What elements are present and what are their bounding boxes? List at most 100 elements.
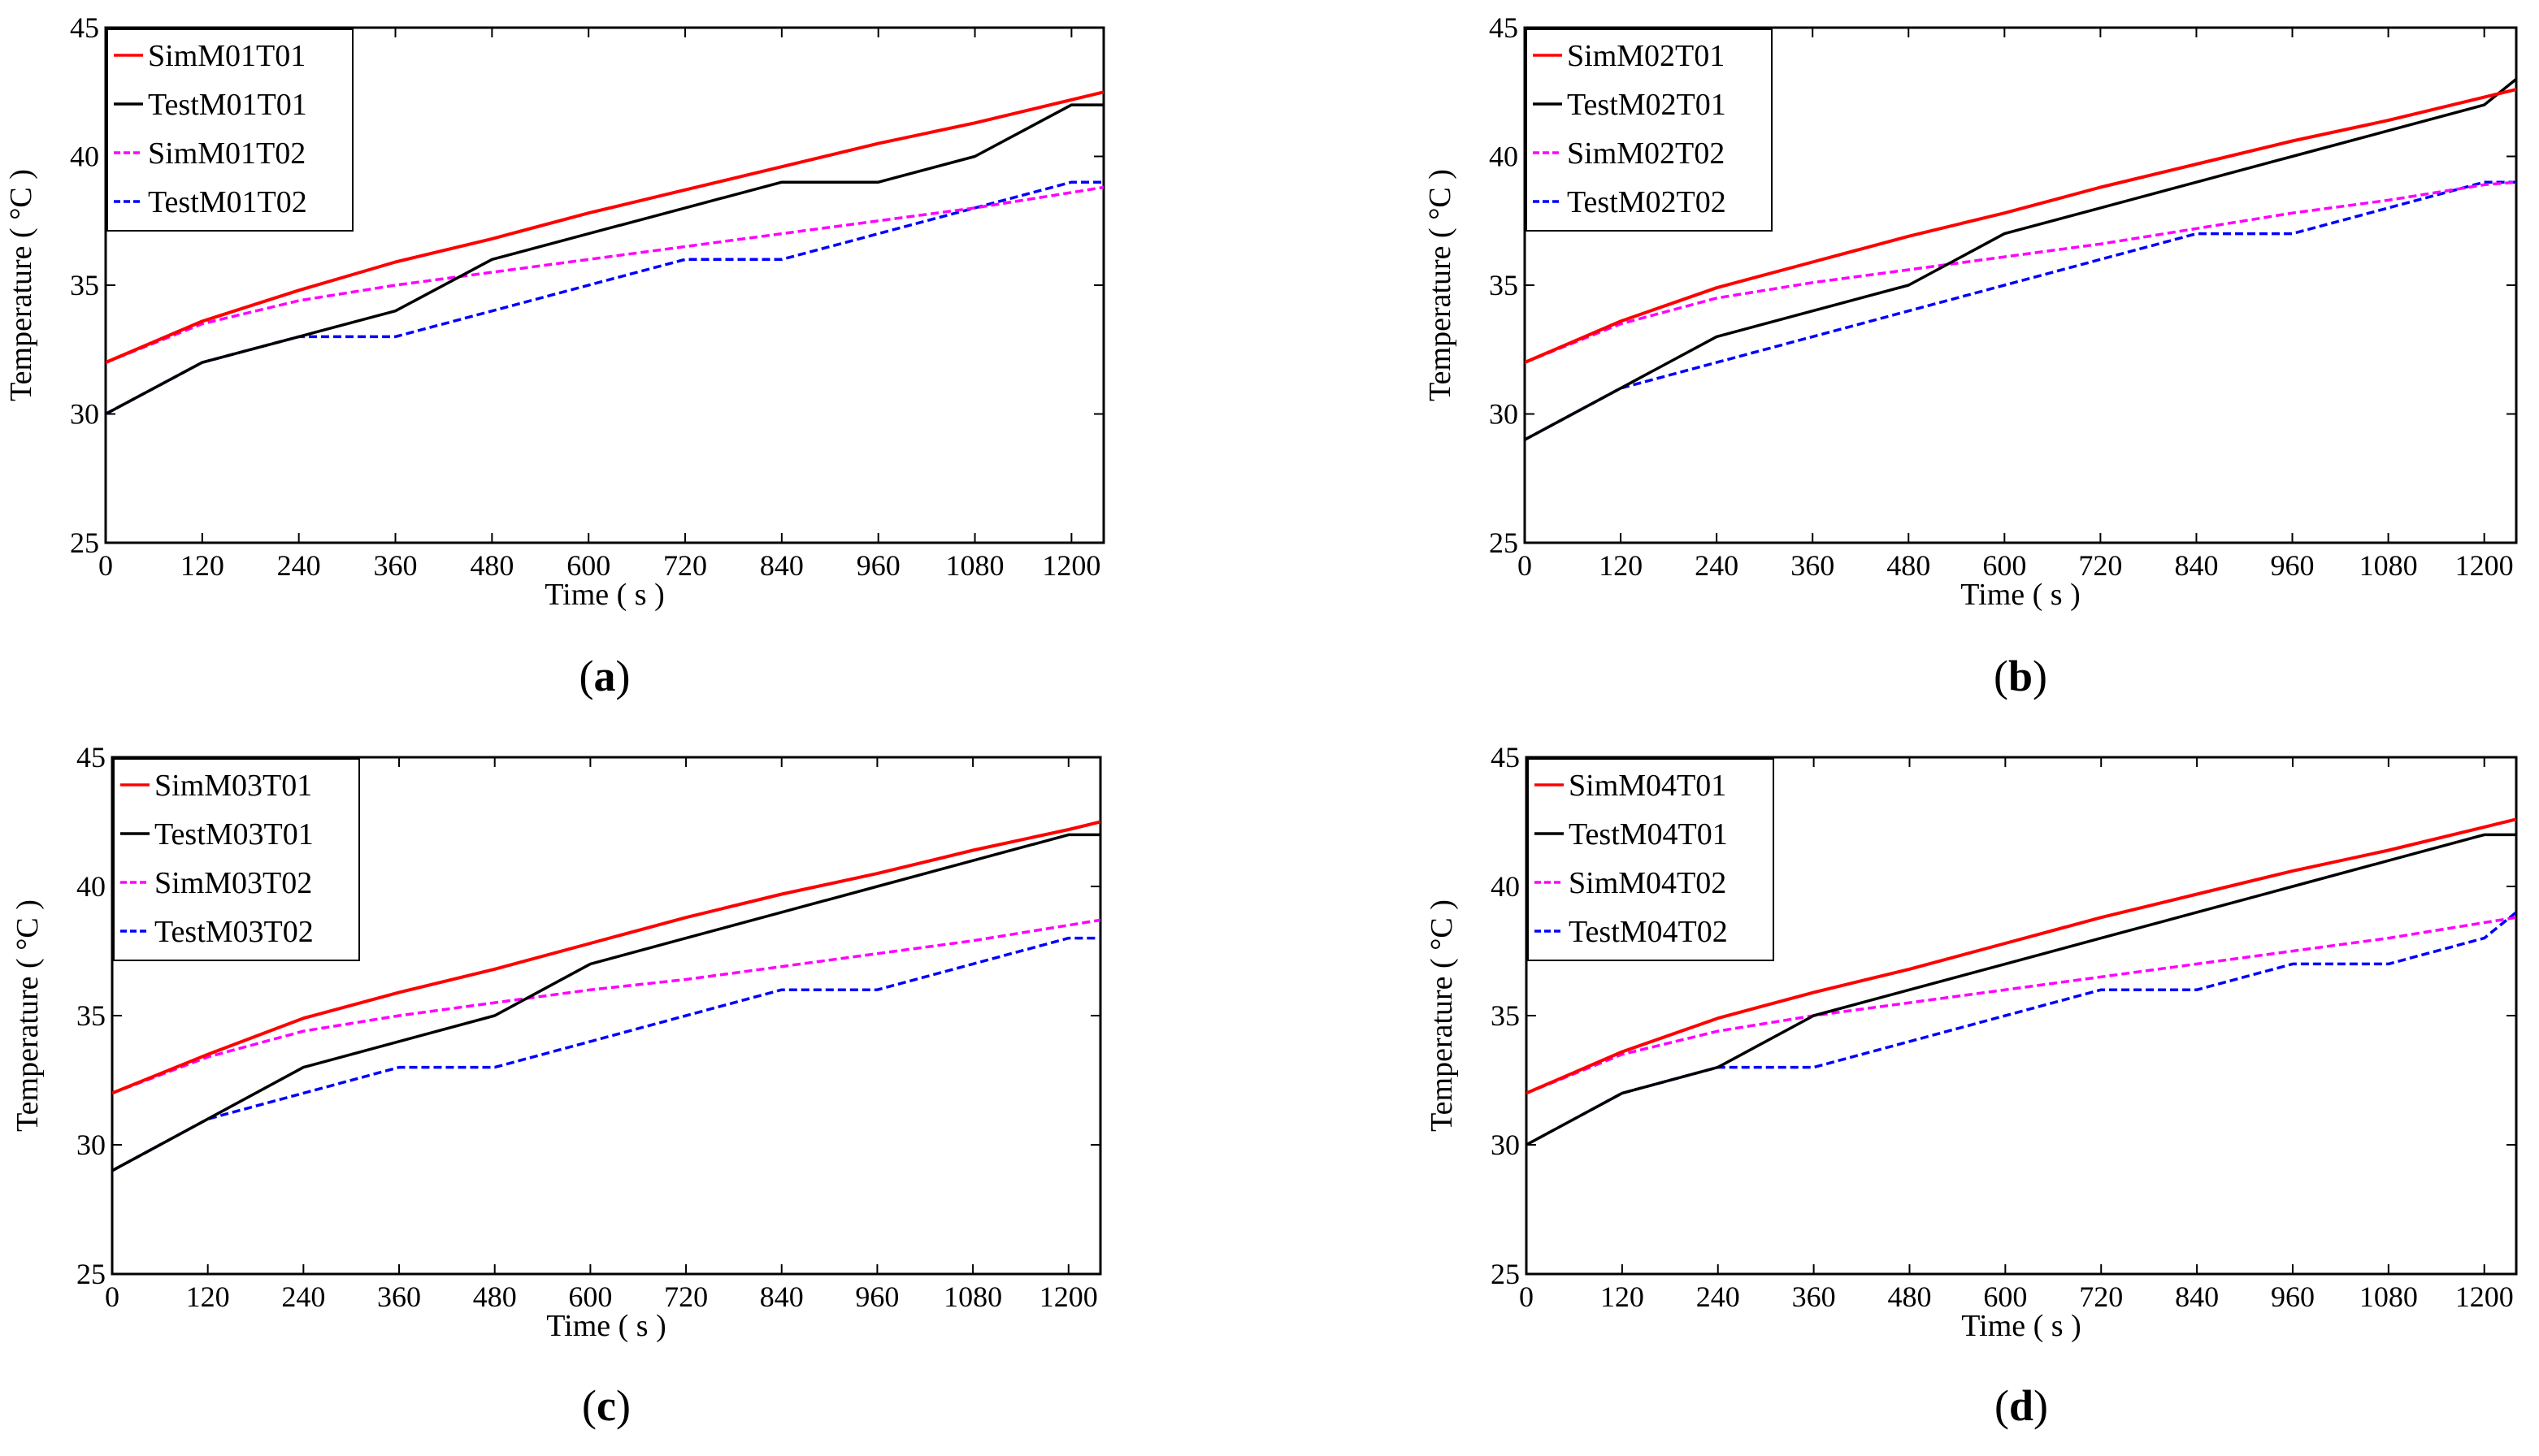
legend-label: SimM04T02 — [1569, 866, 1726, 900]
legend-box — [1527, 758, 1774, 961]
y-tick-label: 25 — [1489, 526, 1518, 559]
legend-label: SimM02T01 — [1567, 39, 1725, 73]
x-tick-label: 120 — [1599, 549, 1643, 582]
series-line-SimM02T01 — [1525, 88, 2516, 364]
x-tick-label: 720 — [2078, 549, 2122, 582]
x-tick-label: 960 — [2271, 549, 2315, 582]
y-tick-label: 45 — [70, 11, 99, 44]
x-tick-label: 960 — [857, 549, 901, 582]
x-tick-label: 600 — [1983, 1280, 2027, 1313]
x-tick-label: 960 — [855, 1280, 899, 1313]
legend-box — [106, 28, 354, 232]
series-line-SimM01T02 — [106, 185, 1104, 364]
series-line-SimM04T01 — [1526, 817, 2516, 1095]
x-axis-label: Time ( s ) — [1960, 578, 2080, 612]
x-tick-label: 840 — [2175, 1280, 2219, 1313]
y-tick-label: 35 — [70, 269, 99, 301]
chart-panel-d: 0 120 240 360 480 600 720 840 960 1080 1200 25 30 35 4… — [1425, 741, 2518, 1430]
x-tick-label: 720 — [663, 549, 707, 582]
legend-label: TestM03T02 — [154, 915, 314, 949]
x-tick-label: 120 — [180, 549, 224, 582]
y-tick-label: 35 — [1489, 269, 1518, 301]
y-axis-label: Temperature ( °C ) — [1423, 169, 1457, 401]
legend-label: SimM01T02 — [148, 136, 306, 171]
y-tick-label: 30 — [76, 1129, 106, 1161]
panel-label: (c) — [582, 1381, 631, 1430]
legend-label: SimM03T01 — [154, 769, 312, 803]
x-tick-label: 720 — [664, 1280, 708, 1313]
x-tick-label: 1200 — [2455, 549, 2514, 582]
legend-label: TestM04T02 — [1569, 915, 1728, 949]
series-line-SimM03T01 — [112, 820, 1100, 1095]
x-tick-label: 240 — [277, 549, 321, 582]
y-axis-label: Temperature ( °C ) — [1425, 899, 1459, 1132]
x-tick-label: 0 — [98, 549, 113, 582]
x-tick-label: 360 — [1790, 549, 1834, 582]
series-line-SimM01T01 — [106, 90, 1104, 364]
x-tick-label: 1200 — [2455, 1280, 2514, 1313]
x-tick-label: 480 — [470, 549, 514, 582]
y-axis-label: Temperature ( °C ) — [11, 899, 45, 1132]
series-line-SimM03T02 — [112, 918, 1100, 1095]
y-tick-label: 35 — [1491, 999, 1520, 1032]
x-tick-label: 120 — [1600, 1280, 1644, 1313]
y-tick-label: 45 — [1491, 741, 1520, 774]
x-tick-label: 0 — [105, 1280, 119, 1313]
x-tick-label: 480 — [1887, 1280, 1931, 1313]
y-tick-label: 25 — [1491, 1258, 1520, 1290]
y-tick-label: 35 — [76, 999, 106, 1032]
x-tick-label: 1080 — [946, 549, 1005, 582]
x-tick-label: 600 — [1982, 549, 2026, 582]
series-line-TestM03T02 — [112, 936, 1100, 1172]
x-tick-label: 360 — [377, 1280, 421, 1313]
x-tick-label: 960 — [2271, 1280, 2315, 1313]
y-tick-label: 40 — [76, 870, 106, 903]
x-tick-label: 840 — [760, 549, 804, 582]
y-tick-label: 30 — [1489, 398, 1518, 431]
legend-box — [113, 758, 360, 961]
x-tick-label: 240 — [1696, 1280, 1740, 1313]
x-tick-label: 0 — [1519, 1280, 1534, 1313]
x-tick-label: 720 — [2079, 1280, 2123, 1313]
y-tick-label: 45 — [1489, 11, 1518, 44]
x-tick-label: 1080 — [2359, 549, 2418, 582]
y-tick-label: 40 — [1489, 141, 1518, 173]
series-line-TestM04T01 — [1526, 833, 2516, 1146]
x-axis-label: Time ( s ) — [1961, 1309, 2081, 1343]
y-tick-label: 30 — [1491, 1129, 1520, 1161]
legend-label: SimM01T01 — [148, 39, 306, 73]
panel-label: (a) — [579, 652, 631, 700]
legend-label: TestM04T01 — [1569, 817, 1728, 852]
x-tick-label: 1200 — [1042, 549, 1100, 582]
x-tick-label: 840 — [2174, 549, 2218, 582]
series-line-TestM02T01 — [1525, 78, 2516, 441]
legend-label: TestM01T01 — [148, 88, 307, 122]
series-line-TestM01T01 — [106, 103, 1104, 416]
chart-panel-b: 0 120 240 360 480 600 720 840 960 1080 1200 25 30 35 4… — [1423, 11, 2518, 700]
legend-label: SimM04T01 — [1569, 769, 1726, 803]
y-tick-label: 30 — [70, 398, 99, 431]
panel-label: (d) — [1994, 1381, 2048, 1430]
legend-label: TestM02T01 — [1567, 88, 1726, 122]
y-tick-label: 25 — [76, 1258, 106, 1290]
series-line-TestM02T02 — [1525, 180, 2516, 441]
series-line-SimM04T02 — [1526, 916, 2516, 1095]
series-line-TestM01T02 — [106, 180, 1104, 416]
legend-box — [1526, 28, 1773, 232]
x-tick-label: 120 — [186, 1280, 230, 1313]
x-tick-label: 480 — [473, 1280, 517, 1313]
series-line-SimM02T02 — [1525, 180, 2516, 364]
panel-label: (b) — [1994, 652, 2047, 700]
x-axis-label: Time ( s ) — [545, 578, 664, 612]
y-tick-label: 40 — [1491, 870, 1520, 903]
legend-label: SimM02T02 — [1567, 136, 1725, 171]
y-axis-label: Temperature ( °C ) — [4, 169, 38, 401]
x-tick-label: 1080 — [944, 1280, 1002, 1313]
y-tick-label: 25 — [70, 526, 99, 559]
x-tick-label: 840 — [760, 1280, 804, 1313]
legend-label: TestM02T02 — [1567, 185, 1726, 219]
x-tick-label: 480 — [1886, 549, 1930, 582]
legend-label: TestM01T02 — [148, 185, 307, 219]
x-tick-label: 360 — [1792, 1280, 1836, 1313]
